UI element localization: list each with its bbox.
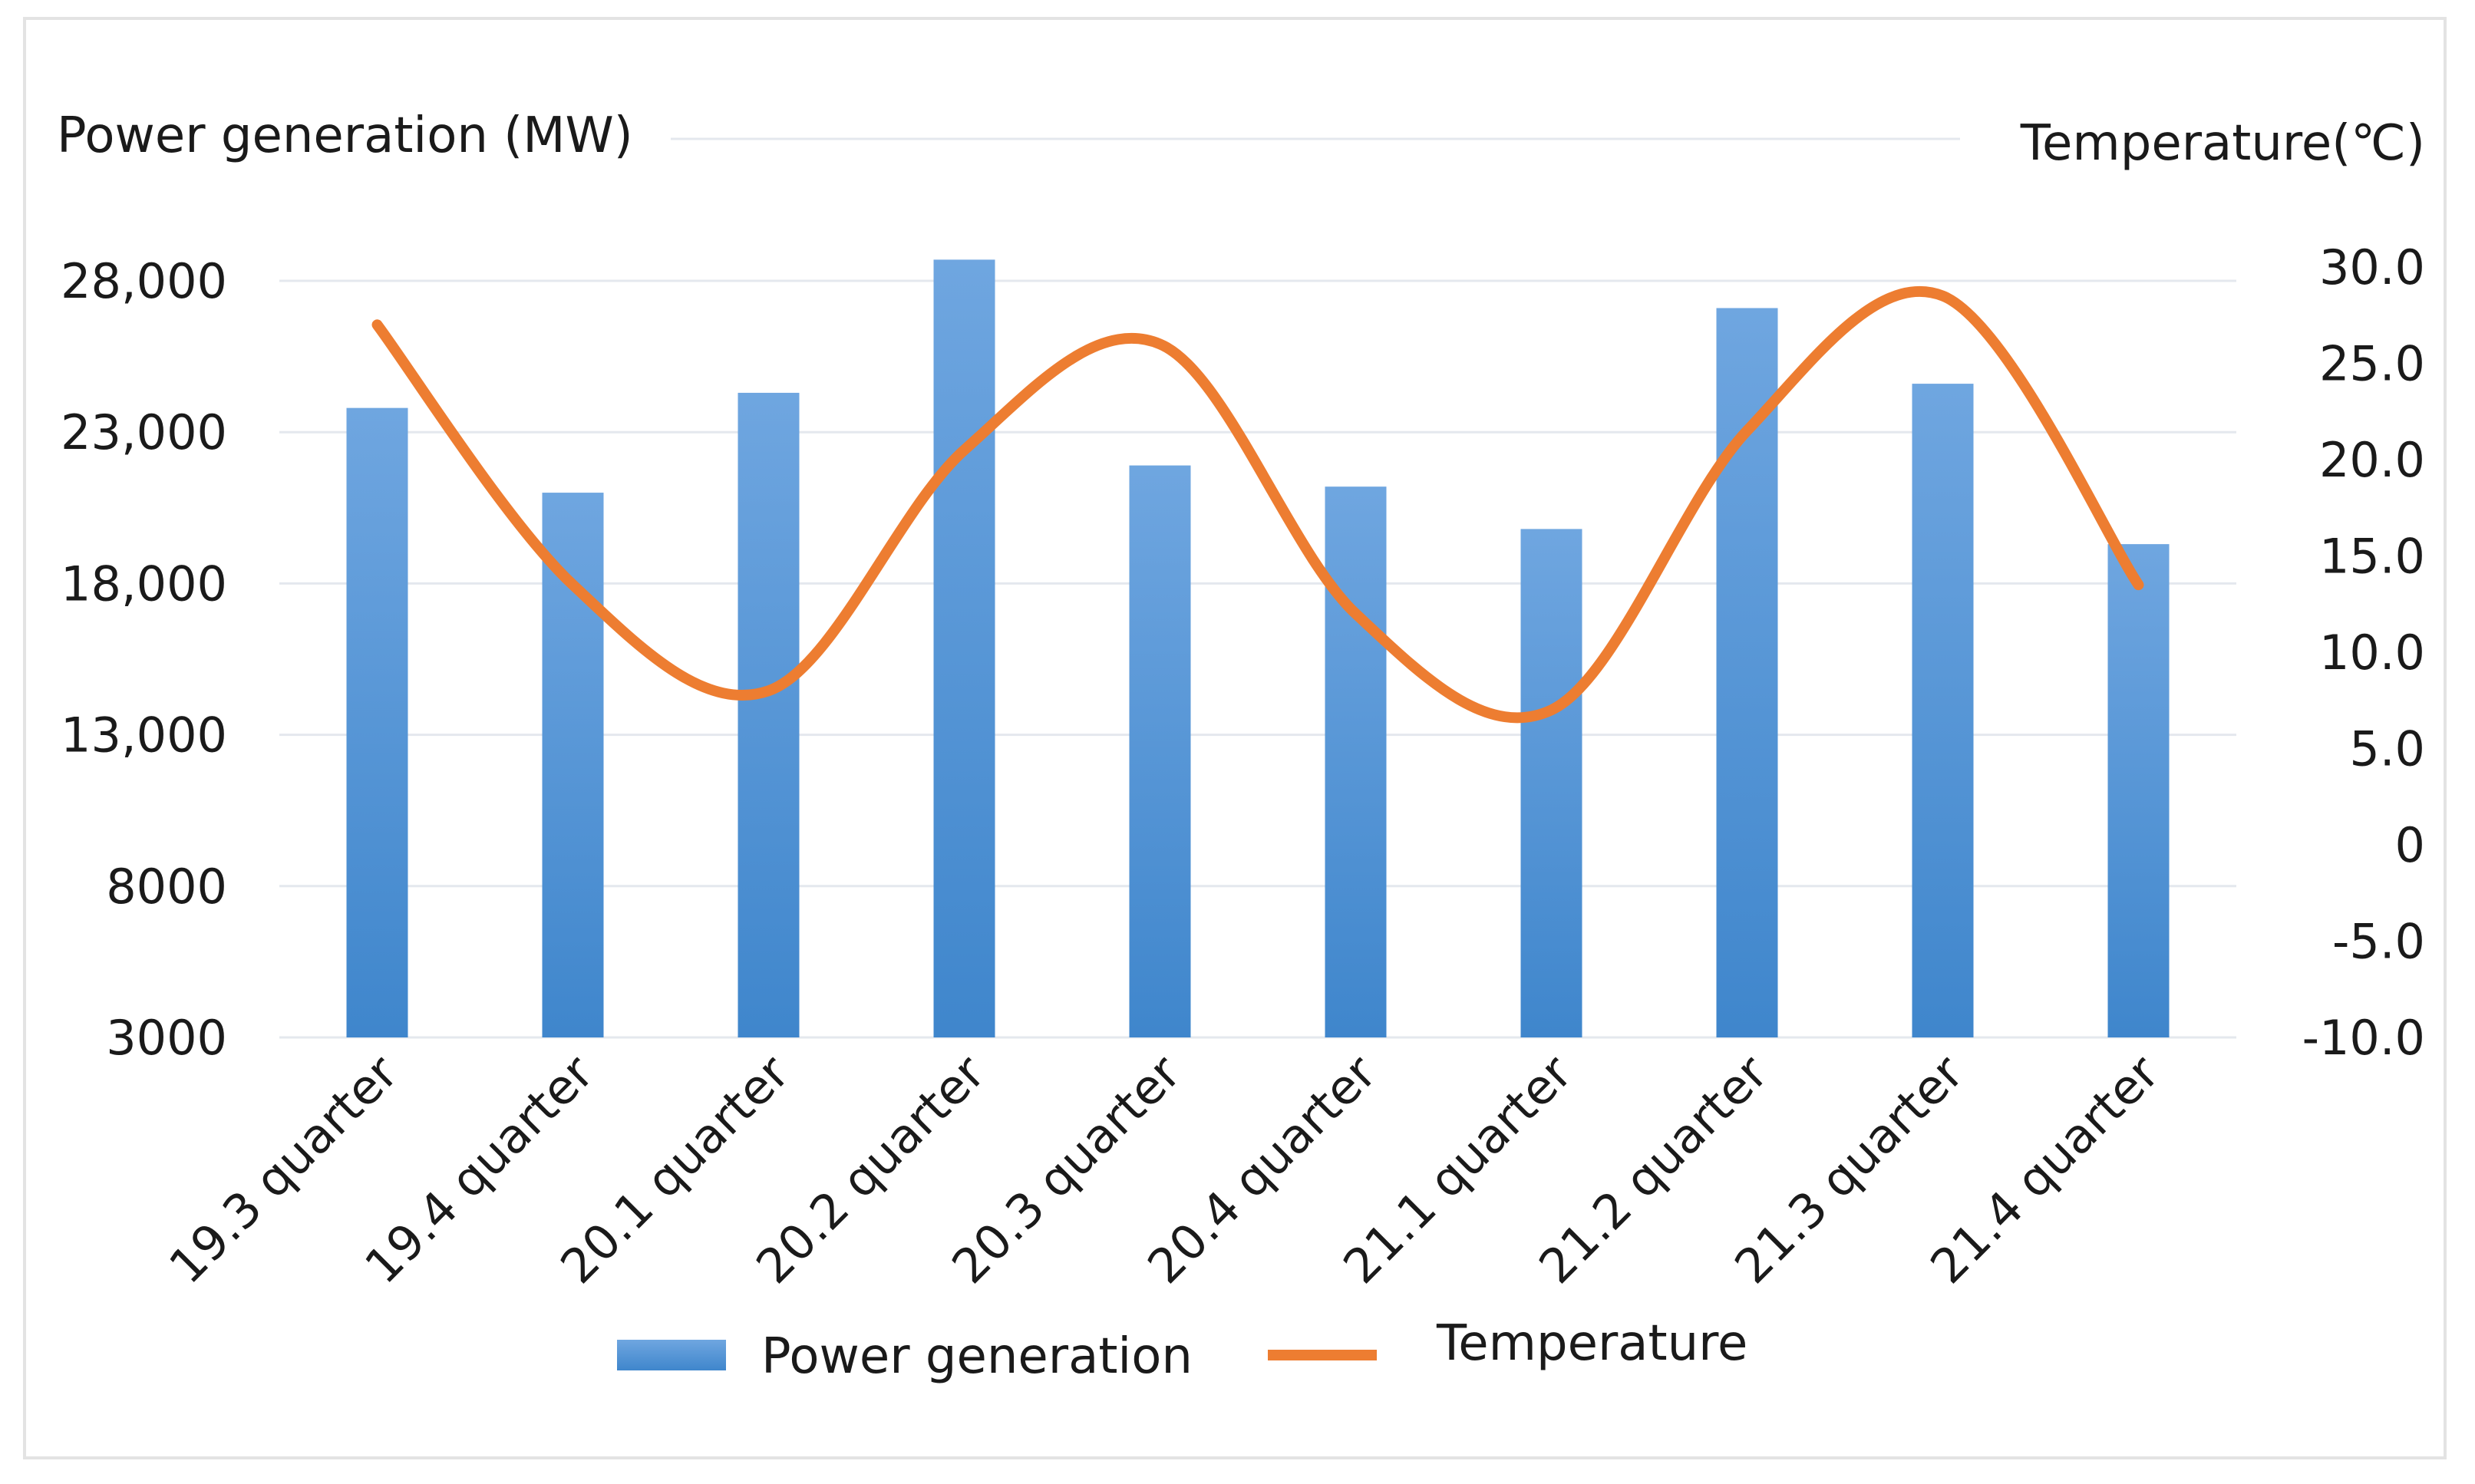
line-temperature [371,286,2144,724]
chart-frame: Power generation (MW) Temperature(℃) 300… [23,17,2447,1459]
point-temperature [1355,613,1357,615]
y2-tick-label: 30.0 [2319,239,2425,295]
y-tick-label: 28,000 [61,253,227,309]
point-temperature [377,324,378,325]
legend: Power generation Temperature [617,1315,1747,1385]
y2-tick-label: 0 [2395,817,2425,873]
legend-swatch-power-generation [617,1340,726,1370]
point-temperature [1551,709,1553,711]
bar-power-generation [1129,465,1191,1037]
y-tick-label: 18,000 [61,556,227,612]
point-temperature [1160,343,1161,345]
bar-power-generation [1912,384,1974,1037]
bar-power-generation [1325,486,1387,1037]
y2-tick-label: 5.0 [2349,721,2425,777]
point-temperature [964,449,965,450]
legend-label-temperature: Temperature [1436,1315,1747,1372]
point-temperature [1747,430,1748,431]
y2-tick-label: 20.0 [2319,432,2425,488]
legend-label-power-generation: Power generation [761,1328,1193,1385]
bar-power-generation [1716,308,1778,1038]
chart-svg: Power generation (MW) Temperature(℃) 300… [57,107,2425,1385]
y-axis-label: Power generation (MW) [57,107,633,164]
y-tick-label: 8000 [106,859,227,915]
bar-power-generation [542,493,604,1037]
y2-tick-label: -5.0 [2332,914,2425,970]
bar-power-generation [2107,544,2170,1037]
point-temperature [768,690,770,691]
point-temperature [2138,584,2140,585]
y-tick-label: 3000 [106,1010,227,1066]
y-tick-label: 13,000 [61,707,227,763]
y2-tick-label: 15.0 [2319,529,2425,585]
y2-tick-label: 10.0 [2319,625,2425,681]
y2-axis-label: Temperature(℃) [2020,115,2425,172]
bar-power-generation [933,259,995,1038]
bar-power-generation [346,407,408,1037]
y2-tick-label: -10.0 [2302,1010,2425,1066]
point-temperature [573,584,574,585]
bar-power-generation [1520,529,1582,1037]
y2-tick-label: 25.0 [2319,336,2425,392]
y-tick-label: 23,000 [61,404,227,460]
bar-power-generation [738,392,800,1038]
point-temperature [1942,295,1944,297]
